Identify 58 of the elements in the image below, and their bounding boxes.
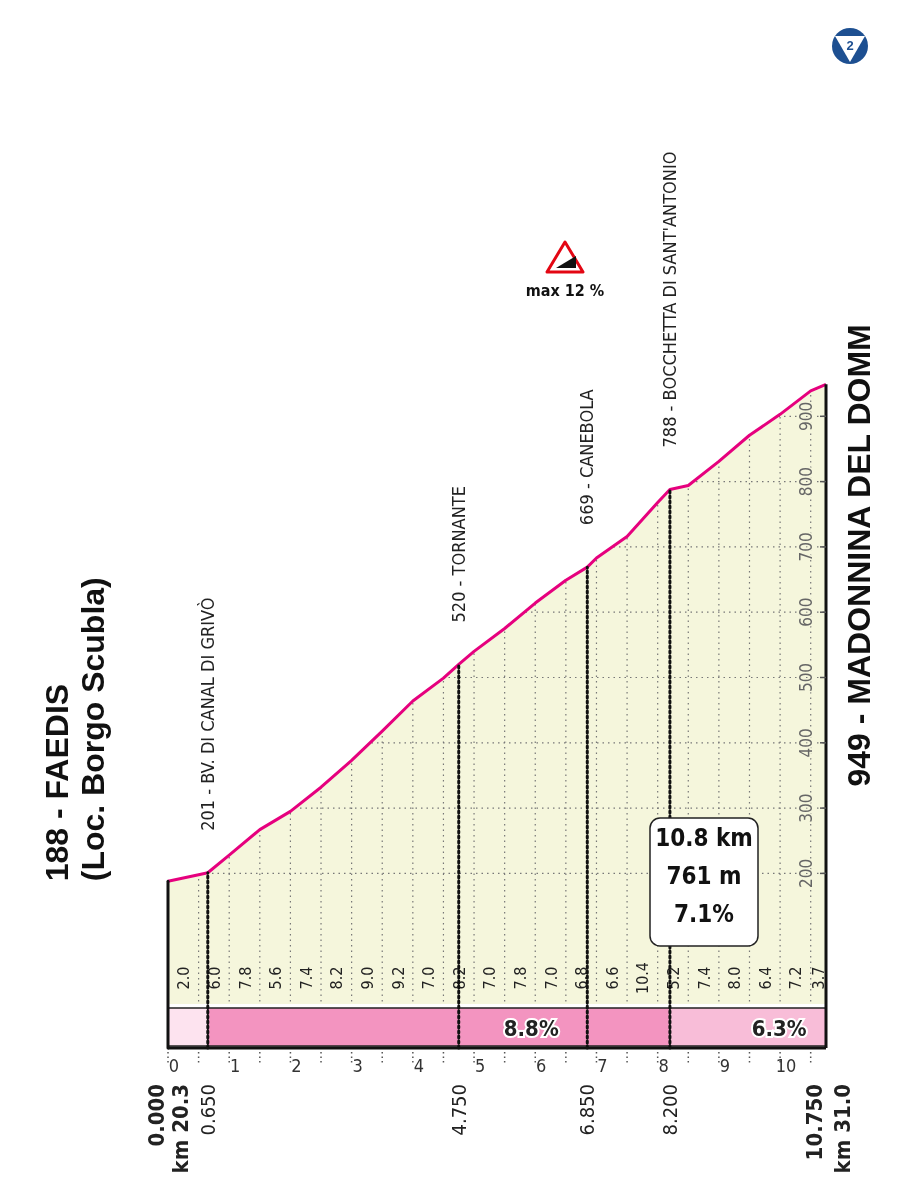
annotation: 10.4 <box>633 961 653 995</box>
x-tick-label: 2 <box>291 1055 302 1076</box>
x-tick-label: 5 <box>474 1055 486 1076</box>
y-tick-label: 700 <box>796 532 816 562</box>
annotation: 7.2 <box>786 966 806 990</box>
text: km 31.0 <box>830 1084 855 1174</box>
annotation: 761 m <box>666 862 742 890</box>
annotation: 2.0 <box>174 966 194 990</box>
annotation: 3.7 <box>809 966 829 990</box>
text: max 12 % <box>525 281 605 300</box>
annotation: 188 - FAEDIS (Loc. Borgo Scubla) <box>39 577 111 882</box>
annotation: 7.0 <box>480 966 500 990</box>
x-tick-label: 1 <box>230 1055 241 1076</box>
x-tick-label: 10 <box>775 1055 797 1076</box>
ref-line-label: 0.000 <box>144 1084 169 1147</box>
annotation: 7.8 <box>235 966 255 990</box>
ref-line-label: 8.200 <box>657 1084 682 1136</box>
x-tick-label: 4 <box>413 1055 424 1076</box>
annotation: 520 - TORNANTE <box>447 486 469 623</box>
annotation: 7.4 <box>694 966 714 990</box>
annotation: 9.2 <box>388 966 408 990</box>
annotation: 8.2 <box>327 966 347 990</box>
annotation: 7.8 <box>510 966 530 990</box>
ref-line-label: 0.650 <box>195 1084 220 1136</box>
text: 8.8% <box>503 1016 559 1041</box>
y-tick-label: 300 <box>796 793 816 823</box>
annotation: 5.6 <box>266 966 286 990</box>
annotation: 7.0 <box>419 966 439 990</box>
x-tick-label: 3 <box>352 1055 363 1076</box>
annotation: 10.8 km <box>655 824 753 852</box>
y-tick-label: 500 <box>796 662 816 693</box>
annotation: 949 - MADONNINA DEL DOMM <box>841 324 877 787</box>
x-tick-label: 8 <box>658 1055 669 1076</box>
annotation: 669 - CANEBOLA <box>576 389 598 526</box>
y-tick-label: 900 <box>796 401 816 431</box>
annotation: 7.1% <box>674 900 734 928</box>
text: 6.3% <box>751 1016 807 1041</box>
annotation: 201 - BV. DI CANAL DI GRIVÒ <box>196 597 218 831</box>
text: 2 <box>846 38 854 53</box>
y-tick-label: 200 <box>796 858 816 888</box>
annotation: 7.0 <box>541 966 561 990</box>
ref-line-label: 6.850 <box>575 1084 600 1136</box>
y-tick-label: 600 <box>796 597 816 627</box>
annotation: 8.0 <box>725 966 745 990</box>
x-tick-label: 0 <box>168 1055 180 1076</box>
annotation: 9.0 <box>357 966 377 990</box>
annotation: 6.4 <box>755 966 775 990</box>
text: 10.750 <box>802 1084 827 1161</box>
y-tick-label: 400 <box>796 728 816 758</box>
text: km 20.3 <box>168 1084 193 1174</box>
annotation: 7.4 <box>296 966 316 990</box>
x-tick-label: 6 <box>536 1055 547 1076</box>
x-tick-label: 7 <box>597 1055 608 1076</box>
x-tick-label: 9 <box>719 1055 731 1076</box>
annotation: 6.6 <box>602 966 622 990</box>
ref-line-label: 4.750 <box>446 1084 471 1136</box>
annotation: 788 - BOCCHETTA DI SANT'ANTONIO <box>658 151 680 448</box>
y-tick-label: 800 <box>796 467 816 497</box>
